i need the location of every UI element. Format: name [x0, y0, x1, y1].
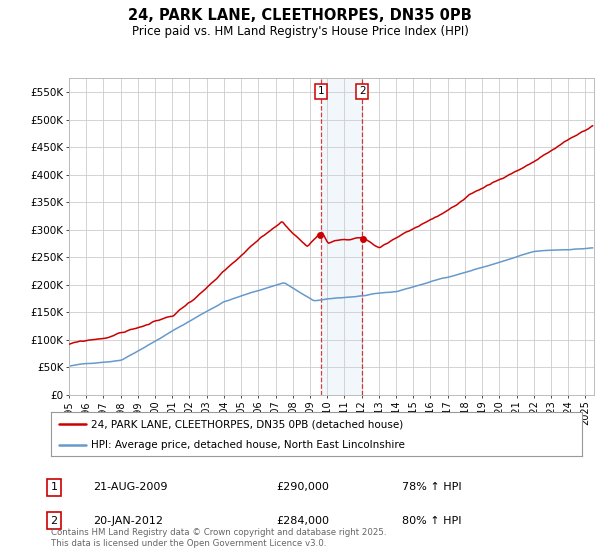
- Text: 2: 2: [359, 86, 365, 96]
- Bar: [321, 78, 362, 395]
- Text: £284,000: £284,000: [276, 516, 329, 526]
- Text: HPI: Average price, detached house, North East Lincolnshire: HPI: Average price, detached house, Nort…: [91, 440, 404, 450]
- Text: 1: 1: [50, 482, 58, 492]
- Text: 2: 2: [50, 516, 58, 526]
- Text: 24, PARK LANE, CLEETHORPES, DN35 0PB (detached house): 24, PARK LANE, CLEETHORPES, DN35 0PB (de…: [91, 419, 403, 429]
- Text: 78% ↑ HPI: 78% ↑ HPI: [402, 482, 461, 492]
- Text: Contains HM Land Registry data © Crown copyright and database right 2025.
This d: Contains HM Land Registry data © Crown c…: [51, 528, 386, 548]
- Text: 21-AUG-2009: 21-AUG-2009: [93, 482, 167, 492]
- Text: 1: 1: [317, 86, 324, 96]
- Text: 24, PARK LANE, CLEETHORPES, DN35 0PB: 24, PARK LANE, CLEETHORPES, DN35 0PB: [128, 8, 472, 24]
- Text: £290,000: £290,000: [276, 482, 329, 492]
- Text: Price paid vs. HM Land Registry's House Price Index (HPI): Price paid vs. HM Land Registry's House …: [131, 25, 469, 38]
- Text: 20-JAN-2012: 20-JAN-2012: [93, 516, 163, 526]
- Text: 80% ↑ HPI: 80% ↑ HPI: [402, 516, 461, 526]
